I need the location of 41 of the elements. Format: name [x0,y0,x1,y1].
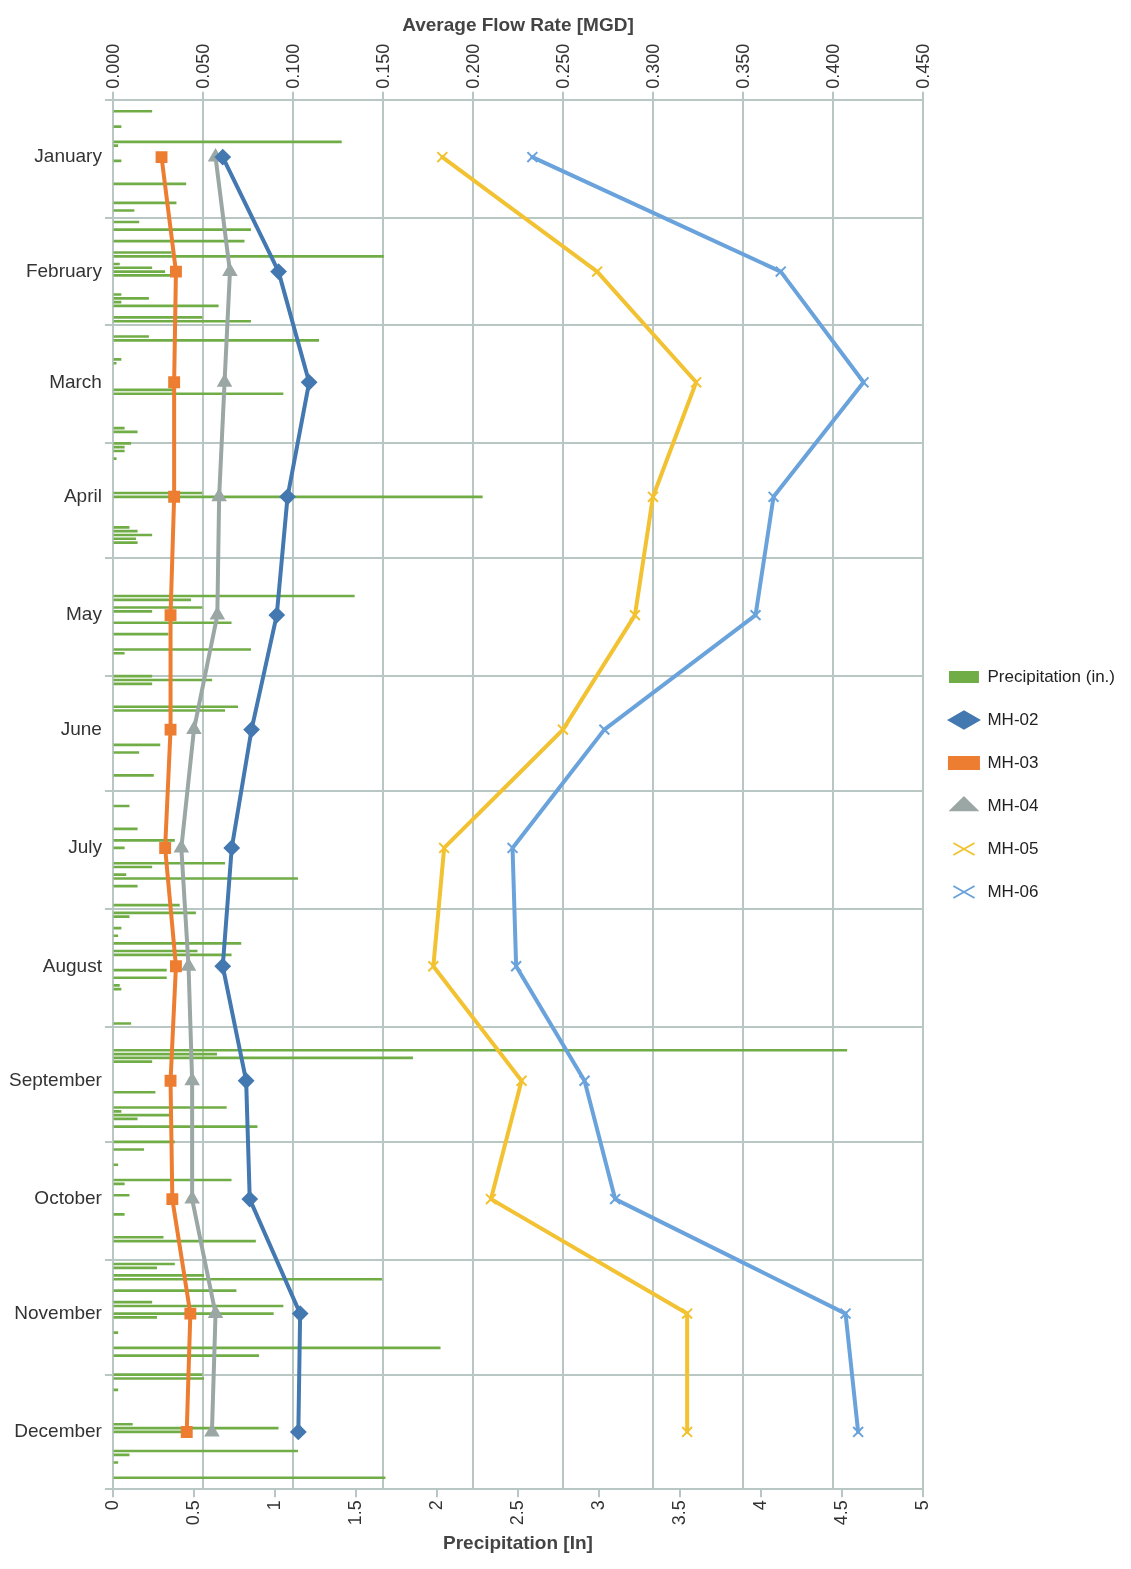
x-tick-label: 1.5 [344,1500,365,1526]
y-tick-label: November [14,1301,103,1323]
x-tick-label: 2.5 [506,1500,527,1526]
x2-tick-label: 0.450 [913,43,934,89]
y-tick-label: May [66,603,103,625]
x2-tick-label: 0.250 [553,43,574,89]
y-tick-label: March [49,370,102,392]
y-tick-label: August [42,954,103,976]
x2-tick-label: 0.300 [643,43,664,89]
y-tick-label: July [68,836,103,858]
legend-label: MH-06 [987,881,1039,901]
x-axis-title: Precipitation [In] [442,1531,593,1553]
y-tick-label: February [25,259,103,281]
x2-tick-label: 0.200 [463,43,484,89]
x-tick-label: 5 [911,1500,932,1511]
x-tick-label: 3.5 [668,1500,689,1526]
x-tick-label: 2 [425,1500,446,1511]
x2-tick-label: 0.400 [823,43,844,89]
x-tick-label: 4.5 [830,1500,851,1526]
legend-label: MH-03 [987,752,1039,772]
y-tick-label: June [60,717,102,739]
x2-axis-title: Average Flow Rate [MGD] [402,13,634,35]
y-tick-label: December [14,1420,103,1442]
y-tick-label: January [34,145,103,167]
x-tick-label: 3 [587,1500,608,1511]
x-tick-label: 0 [101,1500,122,1511]
y-tick-label: September [8,1069,103,1091]
legend-label: MH-05 [987,838,1039,858]
x2-tick-label: 0.350 [733,43,754,89]
x-tick-label: 0.5 [182,1500,203,1526]
x-tick-label: 4 [749,1500,770,1511]
y-tick-label: October [34,1187,103,1209]
x2-tick-label: 0.150 [373,43,394,89]
x-tick-label: 1 [263,1500,284,1511]
legend-label: MH-02 [987,709,1039,729]
x2-tick-label: 0.000 [103,43,124,89]
legend-label: MH-04 [987,795,1039,815]
legend-label: Precipitation (in.) [987,666,1116,686]
x2-tick-label: 0.050 [193,43,214,89]
x2-tick-label: 0.100 [283,43,304,89]
y-tick-label: April [63,485,102,507]
